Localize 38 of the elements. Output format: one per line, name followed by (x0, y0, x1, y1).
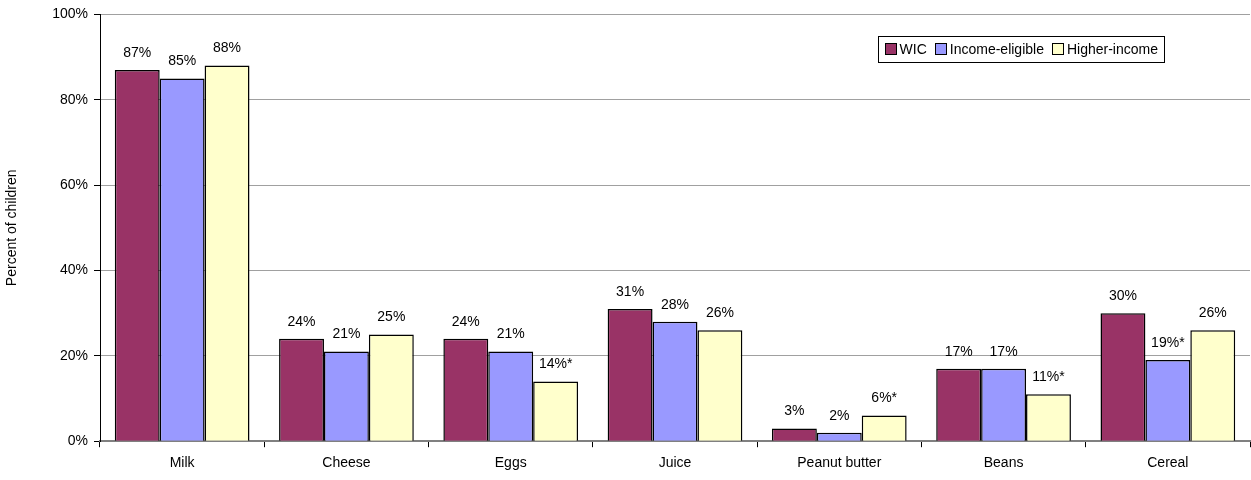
x-tick-label: Milk (169, 454, 196, 471)
data-label: 17% (989, 342, 1018, 359)
data-label: 25% (377, 308, 406, 325)
x-tick-label: Eggs (494, 454, 527, 471)
data-label: 3% (784, 402, 805, 419)
x-tick-label: Cereal (1147, 454, 1189, 471)
data-label: 6%* (871, 389, 898, 406)
x-tick-label: Peanut butter (797, 454, 882, 471)
data-label: 19%* (1151, 333, 1186, 350)
data-label: 26% (705, 304, 734, 321)
legend-label: Income-eligible (949, 41, 1044, 58)
data-label: 88% (213, 39, 242, 56)
data-label: 21% (332, 325, 361, 342)
y-tick-label: 0% (67, 432, 88, 449)
data-label: 24% (451, 312, 480, 329)
y-tick-label: 20% (59, 346, 88, 363)
data-label: 87% (123, 43, 152, 60)
x-tick-label: Beans (983, 454, 1024, 471)
data-label: 31% (616, 282, 645, 299)
data-label: 30% (1108, 287, 1137, 304)
data-label: 26% (1198, 304, 1227, 321)
data-label: 24% (287, 312, 316, 329)
y-tick-label: 80% (59, 90, 88, 107)
x-tick-label: Cheese (322, 454, 371, 471)
y-axis-title: Percent of children (3, 169, 20, 287)
y-tick-label: 100% (52, 5, 88, 22)
x-tick-label: Juice (658, 454, 692, 471)
legend-label: WIC (899, 41, 927, 58)
y-tick-label: 60% (59, 175, 88, 192)
data-label: 85% (168, 52, 197, 69)
data-label: 28% (660, 295, 690, 312)
y-tick-label: 40% (59, 261, 88, 278)
data-label: 21% (496, 325, 525, 342)
data-label: 2% (829, 406, 850, 423)
data-label: 14%* (538, 355, 573, 372)
data-label: 11%* (1032, 368, 1066, 385)
data-label: 17% (944, 342, 973, 359)
legend-label: Higher-income (1066, 41, 1158, 58)
